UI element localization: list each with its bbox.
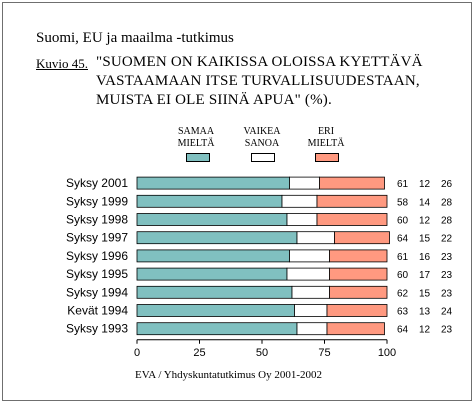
x-tick-label: 25 xyxy=(193,347,205,359)
data-label: 60 xyxy=(397,270,409,281)
data-label: 12 xyxy=(419,216,431,227)
data-label: 61 xyxy=(397,179,409,190)
data-label: 64 xyxy=(397,234,409,245)
bar-segment xyxy=(316,213,388,226)
bar-segment xyxy=(326,322,385,336)
category-label: Syksy 1996 xyxy=(66,249,128,263)
data-label: 28 xyxy=(441,216,453,227)
data-label: 14 xyxy=(419,197,431,208)
bar-segment xyxy=(286,213,318,226)
data-label: 63 xyxy=(397,307,409,318)
legend-samaa-line2: MIELTÄ xyxy=(177,138,215,149)
legend-vaikea-line2: SANOA xyxy=(244,138,280,149)
bar-segment xyxy=(136,267,288,281)
x-tick-label: 75 xyxy=(318,347,330,359)
bar-segment xyxy=(286,267,330,281)
data-label: 61 xyxy=(397,252,409,263)
bar-segment xyxy=(281,194,318,208)
x-tick-label: 0 xyxy=(134,347,140,359)
bar-segment xyxy=(136,249,290,263)
bar-segment xyxy=(289,176,320,190)
category-label: Syksy 2001 xyxy=(66,176,128,190)
legend-samaa: SAMAA MIELTÄ xyxy=(166,126,226,150)
data-label: 23 xyxy=(441,270,453,281)
x-tick-label: 100 xyxy=(378,347,396,359)
data-label: 16 xyxy=(419,252,431,263)
data-label: 58 xyxy=(397,197,409,208)
figure-question-line-3: MUISTA EI OLE SIINÄ APUA" (%). xyxy=(96,92,332,108)
bar-segment xyxy=(296,322,328,336)
legend-eri-swatch xyxy=(315,153,339,162)
legend-vaikea-swatch xyxy=(251,153,275,162)
data-label: 15 xyxy=(419,288,431,299)
figure-label: Kuvio 45. xyxy=(36,56,88,71)
category-label: Kevät 1994 xyxy=(67,304,128,318)
x-tick-label: 50 xyxy=(256,347,268,359)
legend-vaikea: VAIKEA SANOA xyxy=(232,126,292,150)
data-label: 26 xyxy=(441,179,453,190)
bar-segment xyxy=(319,176,385,190)
bar-segment xyxy=(329,249,388,263)
bar-segment xyxy=(136,304,295,317)
data-label: 23 xyxy=(441,325,453,336)
data-label: 62 xyxy=(397,288,409,299)
bar-segment xyxy=(136,194,283,208)
data-label: 15 xyxy=(419,234,431,245)
legend-vaikea-line1: VAIKEA xyxy=(243,126,281,137)
bar-segment xyxy=(326,304,388,317)
data-label: 17 xyxy=(419,270,431,281)
legend-eri-line2: MIELTÄ xyxy=(307,138,345,149)
category-label: Syksy 1994 xyxy=(66,285,128,299)
legend-eri: ERI MIELTÄ xyxy=(296,126,356,150)
bar-segment xyxy=(329,267,388,281)
bar-segment xyxy=(136,176,290,190)
data-label: 12 xyxy=(419,325,431,336)
category-label: Syksy 1997 xyxy=(66,231,128,245)
legend-samaa-swatch xyxy=(186,153,210,162)
data-label: 23 xyxy=(441,252,453,263)
bar-segment xyxy=(296,231,335,245)
category-label: Syksy 1998 xyxy=(66,213,128,227)
survey-title: Suomi, EU ja maailma -tutkimus xyxy=(36,30,234,46)
legend-samaa-line1: SAMAA xyxy=(177,126,215,137)
bar-segment xyxy=(289,249,330,263)
bar-segment xyxy=(316,194,388,208)
data-label: 22 xyxy=(441,234,453,245)
bar-segment xyxy=(291,285,330,299)
data-label: 60 xyxy=(397,216,409,227)
bar-segment xyxy=(136,213,288,226)
figure-question-line-2: VASTAAMAAN ITSE TURVALLISUUDESTAAN, xyxy=(96,73,420,89)
source-note: EVA / Yhdyskuntatutkimus Oy 2001-2002 xyxy=(135,369,323,381)
bar-segment xyxy=(294,304,328,317)
bar-segment xyxy=(334,231,390,245)
data-label: 13 xyxy=(419,307,431,318)
data-label: 28 xyxy=(441,197,453,208)
bar-segment xyxy=(329,285,388,299)
bar-segment xyxy=(136,231,298,245)
bar-segment xyxy=(136,322,298,336)
bar-segment xyxy=(136,285,293,299)
data-label: 23 xyxy=(441,288,453,299)
figure-question-line-1: "SUOMEN ON KAIKISSA OLOISSA KYETTÄVÄ xyxy=(96,54,423,70)
data-label: 12 xyxy=(419,179,431,190)
category-label: Syksy 1999 xyxy=(66,194,128,208)
category-label: Syksy 1993 xyxy=(66,322,128,336)
data-label: 24 xyxy=(441,307,453,318)
category-label: Syksy 1995 xyxy=(66,267,128,281)
data-label: 64 xyxy=(397,325,409,336)
legend-eri-line1: ERI xyxy=(317,126,335,137)
